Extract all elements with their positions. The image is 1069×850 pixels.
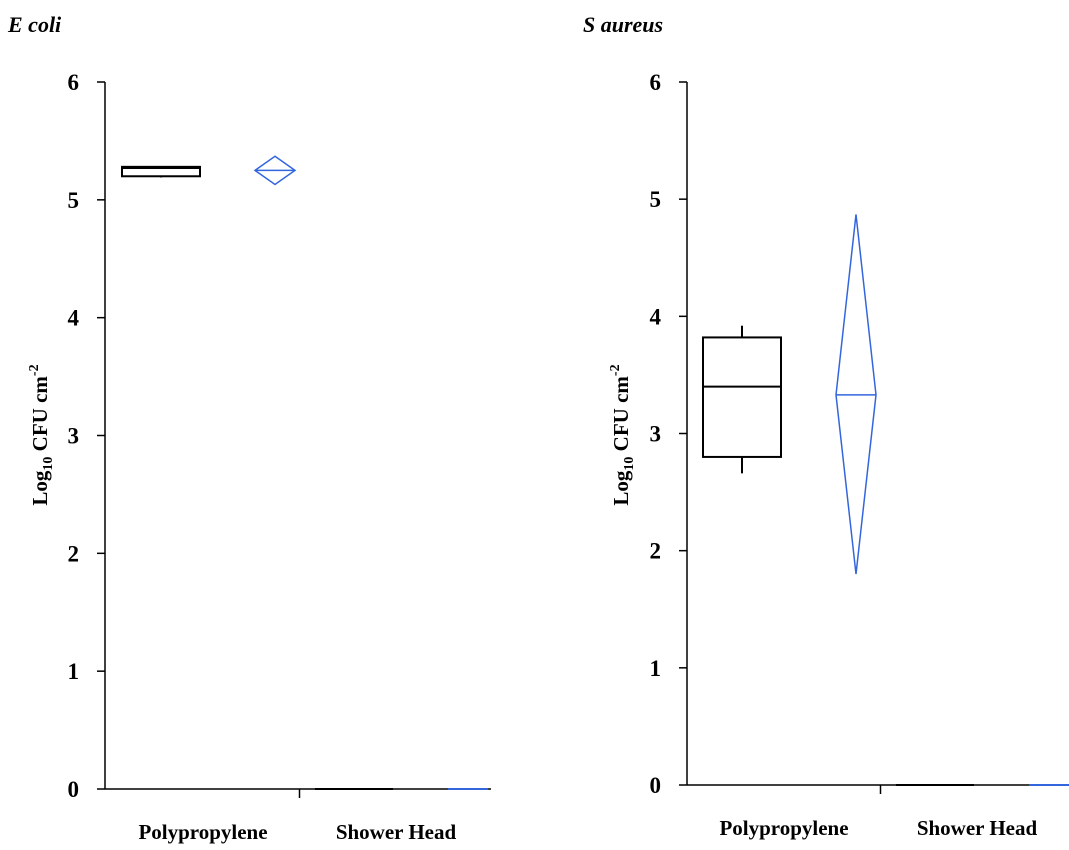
- chart-1-y-tick-label: 2: [68, 541, 80, 566]
- chart-2-box: [702, 336, 782, 458]
- chart-2-panel: S aureus 0 1 2 3 4 5 6 Polypropylene Shower Head L…: [583, 12, 1069, 840]
- chart-1-mean-diamond: [253, 155, 297, 186]
- chart-1-y-tick-label: 3: [68, 424, 80, 449]
- chart-2-y-tick-label: 4: [650, 304, 662, 329]
- chart-1-y-axis-title: Log10 CFU cm-2: [27, 364, 56, 505]
- chart-2-y-tick-label: 5: [650, 187, 662, 212]
- chart-1-box: [121, 165, 201, 178]
- chart-2-y-title-sub: 10: [622, 457, 637, 471]
- chart-1-y-title-log: Log: [28, 470, 52, 506]
- chart-1-y-tick-label: 4: [68, 306, 80, 331]
- chart-1-y-tick-label: 1: [68, 659, 80, 684]
- chart-2-y-tick-label: 6: [650, 70, 662, 95]
- chart-1-y-title-sup: -2: [27, 364, 42, 376]
- chart-1-category-label: Shower Head: [336, 820, 457, 844]
- chart-1-y-title-sub: 10: [41, 457, 56, 471]
- chart-1-panel: E coli 0 1 2 3 4 5 6 Polypropylene Shower Head Log…: [7, 12, 491, 844]
- chart-1-y-title-main: CFU cm: [28, 376, 52, 457]
- chart-2-y-tick-label: 3: [650, 422, 662, 447]
- chart-2-y-title-sup: -2: [608, 364, 623, 376]
- chart-2-title: S aureus: [583, 12, 663, 37]
- chart-1-y-tick-label: 5: [68, 188, 80, 213]
- chart-1-title: E coli: [7, 12, 62, 37]
- chart-2-category-label: Shower Head: [917, 816, 1038, 840]
- chart-1-y-tick-label: 0: [68, 777, 80, 802]
- chart-2-y-tick-label: 1: [650, 656, 662, 681]
- chart-2-y-tick-label: 2: [650, 539, 662, 564]
- chart-2-y-title-log: Log: [609, 470, 633, 506]
- chart-2-y-title-main: CFU cm: [609, 376, 633, 457]
- chart-1-category-label: Polypropylene: [138, 820, 267, 844]
- chart-2-y-axis-title: Log10 CFU cm-2: [608, 364, 637, 505]
- chart-2-category-label: Polypropylene: [719, 816, 848, 840]
- chart-1-y-tick-label: 6: [68, 70, 80, 95]
- chart-2-mean-diamond: [835, 214, 877, 575]
- chart-2-y-tick-label: 0: [650, 773, 662, 798]
